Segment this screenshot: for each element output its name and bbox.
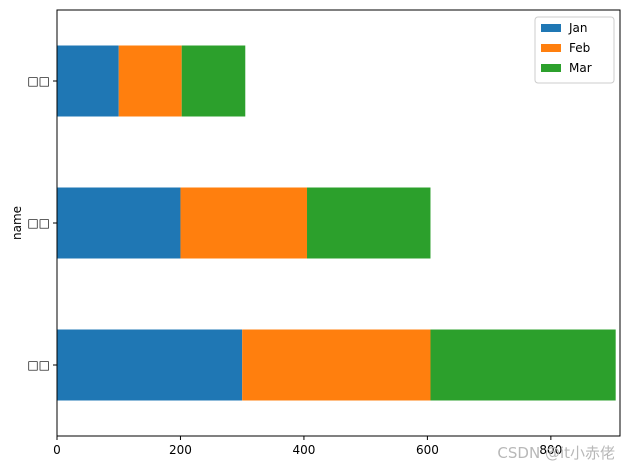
legend: Jan Feb Mar	[534, 16, 615, 84]
x-tick-label: 800	[539, 443, 562, 457]
legend-swatch-mar	[541, 64, 561, 72]
x-axis: 0 200 400 600 800	[53, 436, 562, 457]
y-tick-label: □□	[27, 358, 50, 372]
legend-label-jan: Jan	[568, 21, 588, 35]
y-tick-label: □□	[27, 216, 50, 230]
bar-mar-3	[181, 45, 246, 117]
legend-swatch-feb	[541, 44, 561, 52]
x-tick-label: 0	[53, 443, 61, 457]
bar-mar-2	[307, 187, 431, 259]
bars-layer	[57, 45, 616, 401]
watermark-text: CSDN @it小赤佬	[497, 444, 615, 462]
legend-swatch-jan	[541, 24, 561, 32]
x-tick-label: 400	[292, 443, 315, 457]
y-axis-label: name	[10, 206, 24, 240]
legend-label-mar: Mar	[569, 61, 592, 75]
legend-label-feb: Feb	[569, 41, 590, 55]
bar-feb-2	[180, 187, 308, 259]
x-tick-label: 600	[416, 443, 439, 457]
bar-jan-2	[57, 187, 181, 259]
bar-feb-1	[242, 329, 431, 401]
bar-jan-3	[57, 45, 119, 117]
bar-jan-1	[57, 329, 243, 401]
x-tick-label: 200	[169, 443, 192, 457]
y-tick-label: □□	[27, 74, 50, 88]
y-axis: □□ □□ □□	[27, 74, 57, 372]
bar-mar-1	[430, 329, 616, 401]
bar-feb-3	[118, 45, 182, 117]
